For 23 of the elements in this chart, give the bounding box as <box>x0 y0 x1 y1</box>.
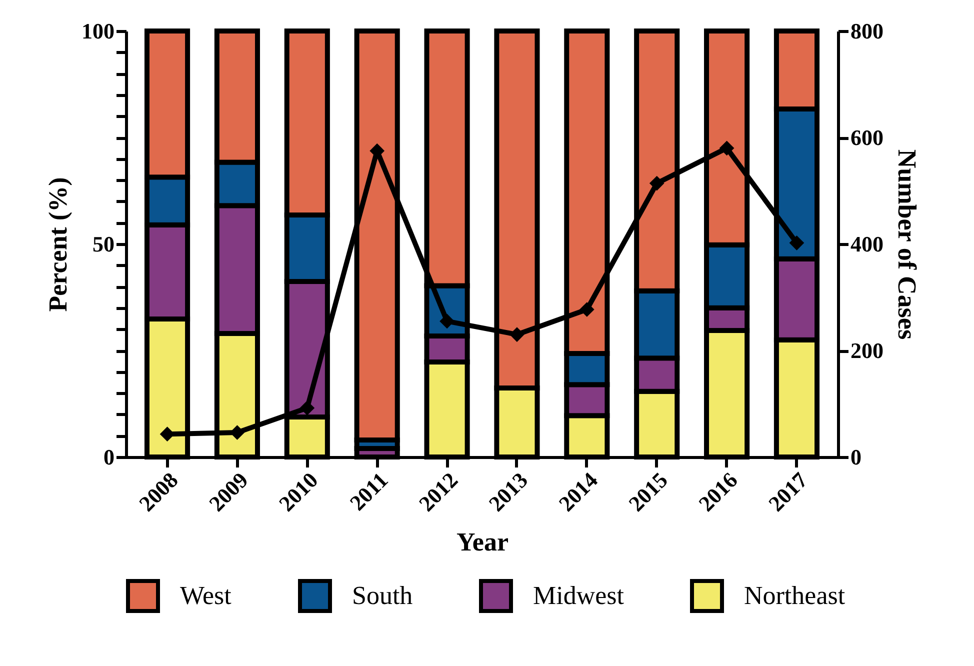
y2-tick-label: 200 <box>850 338 884 363</box>
y2-tick-label: 600 <box>850 125 884 150</box>
point <box>719 140 734 156</box>
y-tick-label: 0 <box>104 444 114 470</box>
point <box>300 400 315 416</box>
legend-label: Northeast <box>744 581 846 610</box>
y-tick-label: 100 <box>82 18 114 44</box>
point <box>579 302 594 317</box>
point <box>649 176 664 191</box>
point <box>510 327 524 342</box>
legend-label: West <box>180 581 232 610</box>
y-axis-title: Percent (%) <box>44 177 72 312</box>
legend-label: Midwest <box>533 581 625 610</box>
point <box>440 314 454 329</box>
point <box>230 425 245 440</box>
y-tick-label: 50 <box>92 232 114 256</box>
legend-label: South <box>352 581 413 610</box>
x-axis-title: Year <box>456 527 508 556</box>
y2-tick-label: 0 <box>850 444 862 470</box>
y2-tick-label: 400 <box>850 232 884 256</box>
y2-tick-label: 800 <box>850 18 884 44</box>
y2-axis-title: Number of Cases <box>892 149 922 340</box>
point <box>789 236 804 250</box>
